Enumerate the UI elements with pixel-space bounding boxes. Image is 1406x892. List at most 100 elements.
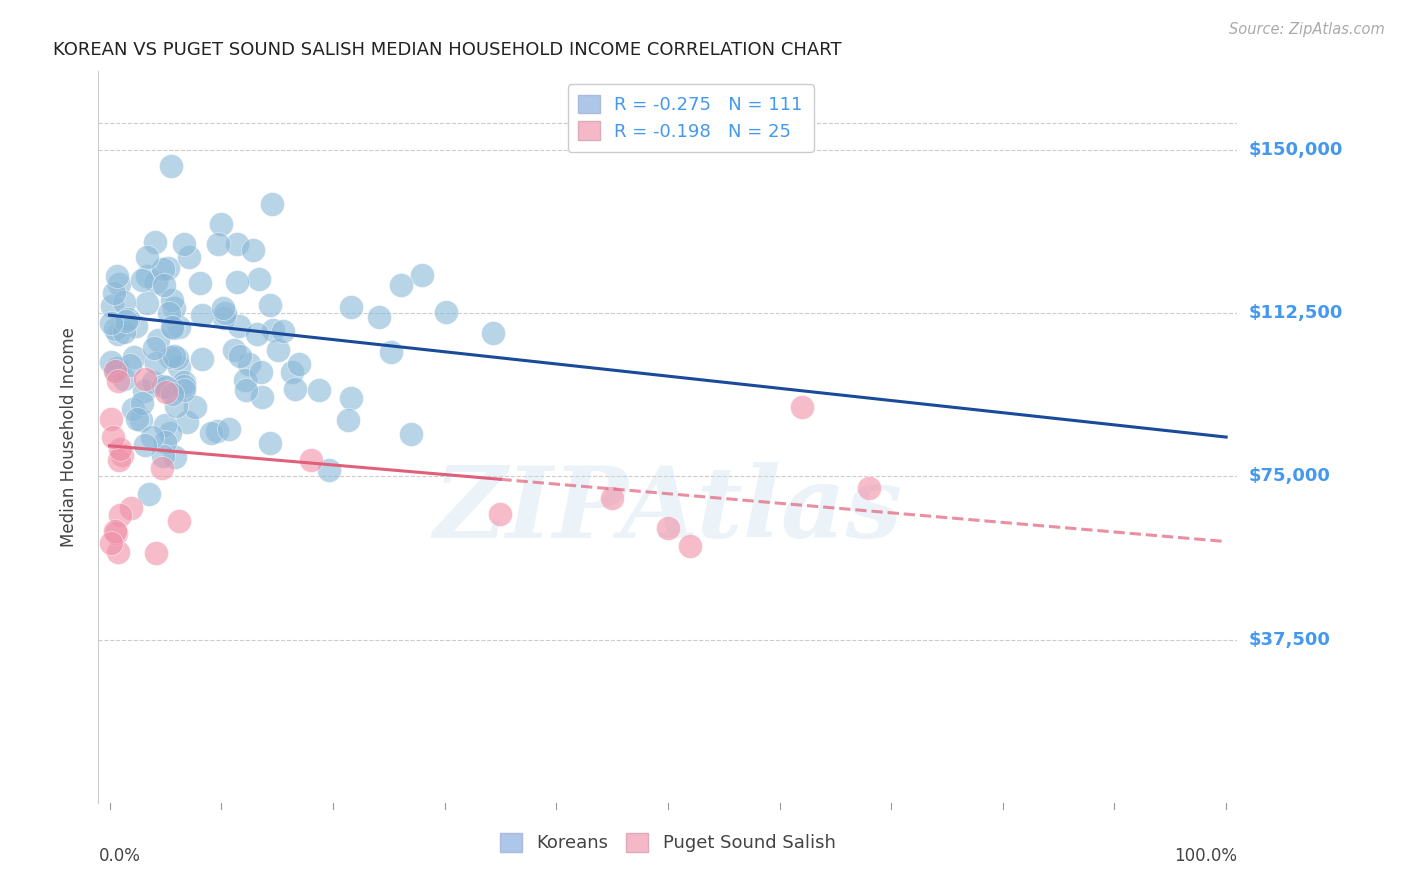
Text: 100.0%: 100.0% — [1174, 847, 1237, 864]
Point — [131, 396, 153, 410]
Point — [242, 244, 264, 258]
Point — [173, 379, 195, 393]
Point — [188, 276, 211, 290]
Point — [155, 384, 177, 399]
Point — [100, 536, 122, 550]
Point — [129, 413, 152, 427]
Point — [111, 448, 134, 462]
Point — [153, 418, 176, 433]
Point — [118, 358, 141, 372]
Point — [108, 442, 131, 456]
Point — [434, 304, 457, 318]
Point — [858, 481, 880, 495]
Point — [145, 546, 167, 560]
Text: ZIPAtlas: ZIPAtlas — [433, 462, 903, 558]
Point — [229, 349, 252, 363]
Point — [146, 333, 169, 347]
Point — [281, 365, 304, 379]
Point — [184, 401, 207, 415]
Point — [482, 326, 505, 341]
Point — [173, 237, 195, 252]
Point — [262, 323, 284, 337]
Point — [135, 250, 157, 264]
Point — [145, 275, 167, 289]
Point — [160, 319, 183, 334]
Text: KOREAN VS PUGET SOUND SALISH MEDIAN HOUSEHOLD INCOME CORRELATION CHART: KOREAN VS PUGET SOUND SALISH MEDIAN HOUS… — [53, 41, 841, 59]
Point — [600, 491, 623, 505]
Point — [155, 434, 177, 449]
Point — [166, 351, 188, 366]
Point — [679, 539, 702, 553]
Point — [105, 361, 128, 376]
Point — [226, 237, 249, 252]
Text: $150,000: $150,000 — [1249, 141, 1343, 159]
Point — [125, 411, 148, 425]
Point — [143, 235, 166, 249]
Point — [108, 277, 131, 292]
Point — [101, 299, 124, 313]
Point — [132, 384, 155, 399]
Point — [250, 390, 273, 404]
Point — [308, 384, 330, 398]
Point — [135, 296, 157, 310]
Point — [179, 250, 201, 264]
Point — [222, 343, 245, 358]
Point — [380, 345, 402, 359]
Point — [260, 196, 283, 211]
Point — [367, 310, 389, 324]
Point — [152, 449, 174, 463]
Text: $112,500: $112,500 — [1249, 304, 1343, 322]
Point — [152, 379, 174, 393]
Point — [163, 450, 186, 464]
Point — [122, 350, 145, 364]
Point — [214, 306, 236, 320]
Point — [100, 412, 122, 426]
Point — [299, 453, 322, 467]
Point — [160, 293, 183, 307]
Point — [489, 507, 512, 521]
Point — [250, 365, 273, 379]
Point — [150, 460, 173, 475]
Point — [211, 301, 233, 315]
Point — [134, 372, 156, 386]
Point — [249, 272, 271, 286]
Point — [155, 379, 177, 393]
Point — [142, 375, 165, 389]
Point — [136, 269, 159, 284]
Point — [145, 356, 167, 370]
Point — [138, 487, 160, 501]
Point — [207, 236, 229, 251]
Y-axis label: Median Household Income: Median Household Income — [59, 327, 77, 547]
Point — [190, 351, 212, 366]
Point — [107, 545, 129, 559]
Point — [107, 326, 129, 341]
Point — [169, 515, 191, 529]
Point — [117, 311, 139, 326]
Point — [235, 383, 257, 397]
Point — [173, 375, 195, 389]
Point — [200, 425, 222, 440]
Point — [152, 261, 174, 276]
Point — [176, 416, 198, 430]
Text: $75,000: $75,000 — [1249, 467, 1330, 485]
Point — [163, 301, 186, 315]
Point — [340, 391, 363, 405]
Point — [101, 429, 124, 443]
Text: $37,500: $37,500 — [1249, 631, 1330, 648]
Point — [339, 300, 361, 314]
Point — [114, 314, 136, 328]
Point — [205, 424, 228, 438]
Point — [173, 383, 195, 397]
Point — [112, 371, 135, 385]
Point — [271, 324, 294, 338]
Point — [167, 319, 190, 334]
Point — [228, 319, 250, 334]
Point — [125, 318, 148, 333]
Point — [105, 364, 128, 378]
Point — [156, 260, 179, 275]
Point — [103, 286, 125, 301]
Point — [790, 400, 813, 414]
Point — [259, 436, 281, 450]
Point — [143, 342, 166, 356]
Point — [165, 399, 187, 413]
